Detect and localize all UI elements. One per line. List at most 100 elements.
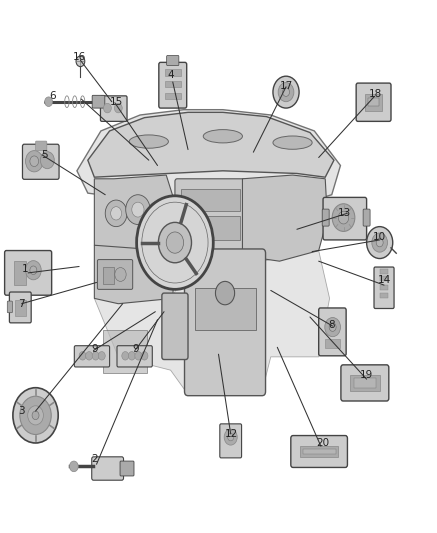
FancyBboxPatch shape: [322, 209, 329, 226]
Polygon shape: [94, 245, 175, 304]
Circle shape: [126, 195, 150, 224]
Circle shape: [32, 411, 39, 419]
Text: 5: 5: [41, 150, 48, 160]
FancyBboxPatch shape: [220, 424, 242, 458]
Bar: [15, 300, 25, 316]
FancyBboxPatch shape: [7, 301, 13, 313]
Circle shape: [153, 207, 162, 219]
FancyBboxPatch shape: [92, 457, 124, 480]
FancyBboxPatch shape: [101, 96, 127, 122]
Ellipse shape: [203, 130, 243, 143]
Ellipse shape: [129, 135, 168, 148]
Circle shape: [20, 396, 51, 434]
Ellipse shape: [273, 136, 312, 149]
Bar: [365, 94, 382, 111]
Bar: [181, 189, 240, 211]
Text: 16: 16: [73, 52, 86, 61]
Text: 10: 10: [373, 232, 386, 243]
Text: 9: 9: [132, 344, 139, 354]
Polygon shape: [77, 110, 340, 203]
Circle shape: [166, 232, 184, 253]
Text: 14: 14: [378, 275, 391, 285]
Text: 3: 3: [18, 406, 25, 416]
FancyBboxPatch shape: [159, 62, 187, 108]
Circle shape: [137, 196, 213, 289]
FancyBboxPatch shape: [291, 435, 347, 467]
FancyBboxPatch shape: [323, 197, 367, 240]
FancyBboxPatch shape: [363, 209, 370, 226]
Bar: [181, 216, 240, 240]
Circle shape: [372, 233, 388, 252]
Circle shape: [283, 88, 289, 96]
Text: 9: 9: [91, 344, 97, 354]
Text: 20: 20: [316, 438, 329, 448]
FancyBboxPatch shape: [5, 251, 52, 295]
Circle shape: [228, 433, 234, 441]
Circle shape: [111, 207, 121, 220]
Circle shape: [132, 202, 144, 217]
Circle shape: [338, 211, 349, 224]
FancyBboxPatch shape: [74, 346, 110, 367]
Bar: [194, 288, 256, 330]
FancyBboxPatch shape: [120, 461, 134, 476]
Circle shape: [141, 352, 148, 360]
Circle shape: [114, 103, 122, 113]
Text: 7: 7: [18, 298, 25, 309]
Circle shape: [69, 461, 78, 472]
Bar: [300, 446, 338, 457]
FancyBboxPatch shape: [319, 308, 346, 356]
FancyBboxPatch shape: [374, 267, 394, 309]
Circle shape: [45, 97, 52, 107]
Circle shape: [105, 200, 127, 227]
Circle shape: [332, 204, 355, 231]
Circle shape: [115, 268, 126, 281]
Bar: [354, 378, 376, 387]
Polygon shape: [243, 175, 327, 261]
FancyBboxPatch shape: [35, 141, 47, 151]
FancyBboxPatch shape: [184, 249, 266, 395]
Bar: [165, 93, 180, 99]
Circle shape: [224, 429, 237, 445]
Text: 18: 18: [369, 88, 382, 99]
Bar: [380, 293, 388, 298]
Circle shape: [30, 156, 38, 166]
FancyBboxPatch shape: [356, 83, 391, 122]
FancyBboxPatch shape: [175, 179, 247, 253]
Bar: [325, 339, 340, 349]
Bar: [165, 69, 180, 76]
Text: 2: 2: [91, 454, 97, 464]
Circle shape: [25, 151, 43, 172]
Circle shape: [28, 406, 43, 425]
Circle shape: [76, 56, 85, 67]
Text: 13: 13: [338, 208, 351, 219]
Polygon shape: [94, 251, 329, 391]
Bar: [380, 269, 388, 274]
Circle shape: [25, 261, 41, 280]
Circle shape: [13, 387, 58, 443]
Text: 1: 1: [21, 264, 28, 274]
FancyBboxPatch shape: [97, 260, 133, 289]
Circle shape: [104, 103, 111, 113]
Circle shape: [86, 352, 93, 360]
Text: 15: 15: [110, 96, 123, 107]
Circle shape: [30, 266, 37, 274]
Circle shape: [376, 238, 383, 247]
Circle shape: [122, 352, 129, 360]
Polygon shape: [88, 112, 334, 177]
Bar: [302, 449, 336, 454]
Circle shape: [92, 352, 99, 360]
Text: 12: 12: [225, 429, 238, 439]
Bar: [103, 266, 114, 284]
Circle shape: [135, 352, 142, 360]
Bar: [380, 285, 388, 290]
FancyBboxPatch shape: [166, 55, 179, 66]
Circle shape: [128, 352, 135, 360]
Circle shape: [278, 83, 294, 102]
Circle shape: [273, 76, 299, 108]
Text: 19: 19: [360, 370, 373, 381]
Text: 8: 8: [329, 320, 335, 330]
Text: 6: 6: [49, 91, 55, 101]
FancyBboxPatch shape: [22, 144, 59, 179]
Bar: [103, 330, 147, 373]
Bar: [14, 261, 26, 285]
